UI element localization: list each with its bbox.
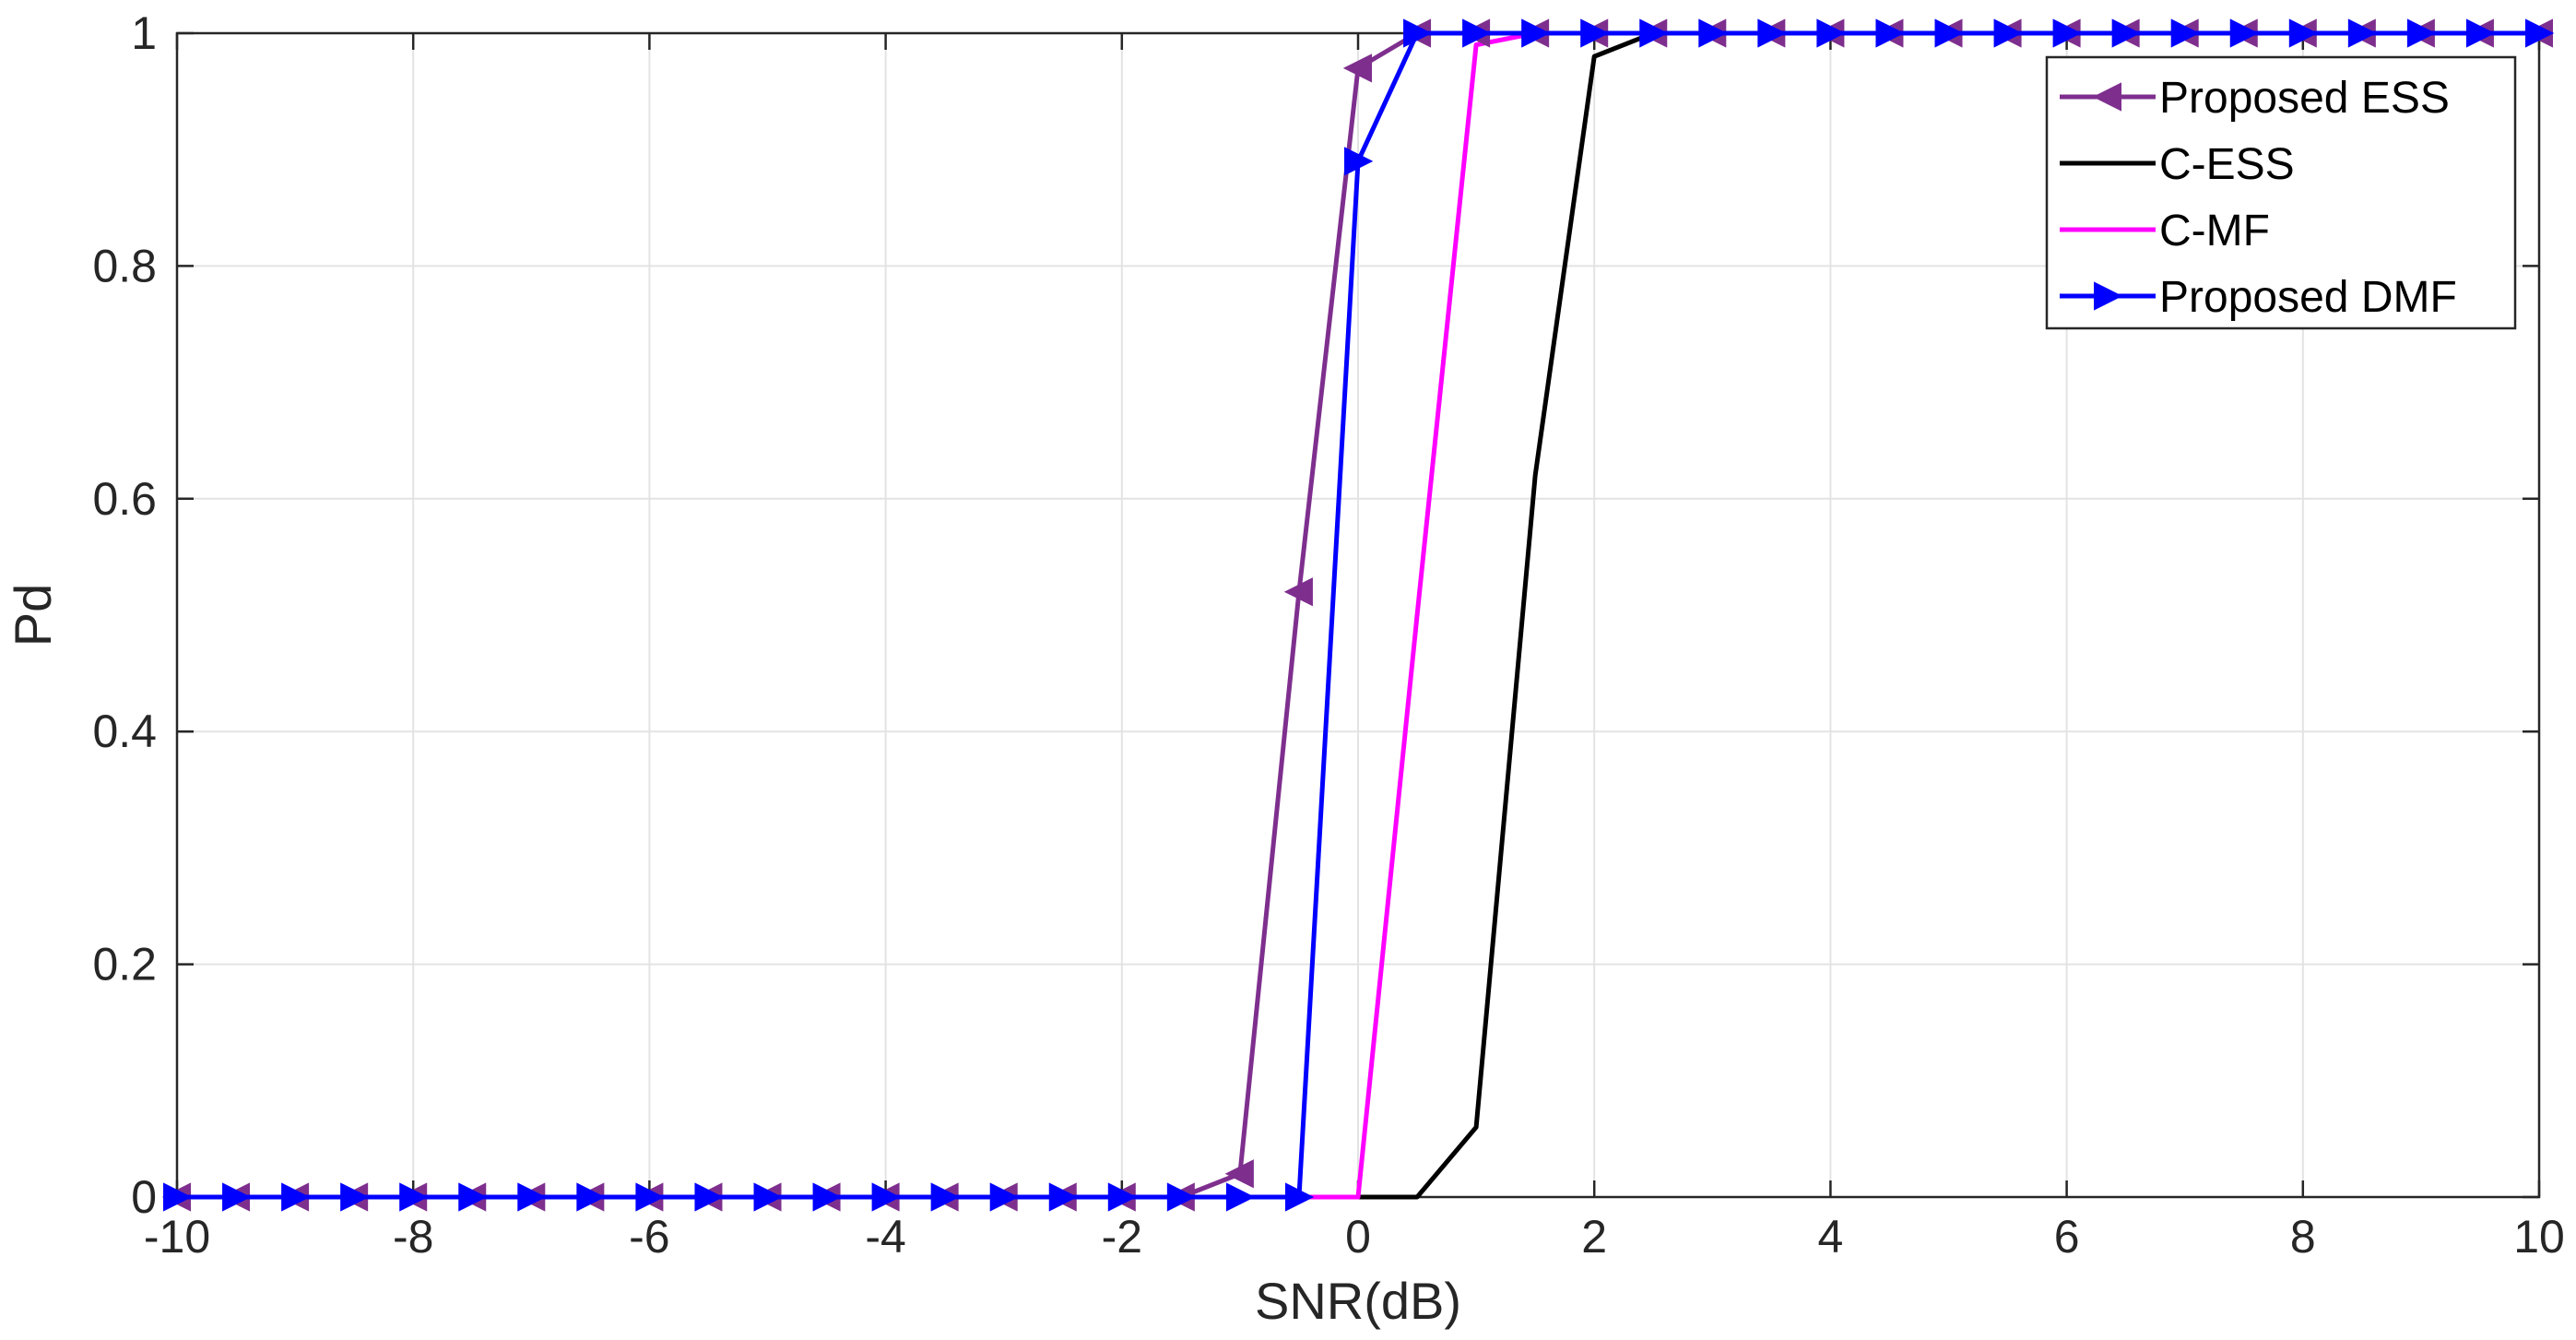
data-point bbox=[1875, 18, 1905, 48]
series-proposed-dmf bbox=[163, 18, 2555, 1212]
data-point bbox=[1344, 147, 1374, 176]
data-point bbox=[753, 1182, 783, 1212]
data-point bbox=[1934, 18, 1964, 48]
x-tick-label: 2 bbox=[1581, 1211, 1607, 1263]
data-point bbox=[1639, 18, 1669, 48]
x-tick-label: -2 bbox=[1102, 1211, 1142, 1263]
data-point bbox=[930, 1182, 960, 1212]
legend-label: Proposed DMF bbox=[2159, 273, 2457, 322]
data-point bbox=[635, 1182, 665, 1212]
x-tick-label: -6 bbox=[629, 1211, 669, 1263]
data-point bbox=[1224, 1159, 1254, 1189]
y-tick-label: 0.2 bbox=[92, 939, 157, 990]
data-point bbox=[2347, 18, 2378, 48]
data-point bbox=[1580, 18, 1610, 48]
data-point bbox=[1283, 577, 1313, 607]
data-point bbox=[517, 1182, 547, 1212]
x-tick-label: 10 bbox=[2513, 1211, 2565, 1263]
data-point bbox=[1757, 18, 1787, 48]
data-point bbox=[2170, 18, 2200, 48]
data-point bbox=[222, 1182, 252, 1212]
legend-label: Proposed ESS bbox=[2159, 74, 2450, 123]
data-point bbox=[399, 1182, 429, 1212]
data-point bbox=[1342, 53, 1372, 83]
legend-item: C-ESS bbox=[2060, 140, 2295, 189]
data-point bbox=[1284, 1182, 1315, 1212]
series-layer bbox=[161, 18, 2555, 1212]
data-point bbox=[1521, 18, 1551, 48]
y-tick-label: 0.6 bbox=[92, 473, 157, 525]
data-point bbox=[989, 1182, 1019, 1212]
legend-label: C-MF bbox=[2159, 207, 2270, 255]
data-point bbox=[576, 1182, 606, 1212]
data-point bbox=[2288, 18, 2319, 48]
data-point bbox=[1166, 1182, 1197, 1212]
data-point bbox=[2229, 18, 2259, 48]
data-point bbox=[1698, 18, 1728, 48]
data-point bbox=[694, 1182, 724, 1212]
data-point bbox=[871, 1182, 901, 1212]
data-point bbox=[1403, 18, 1433, 48]
x-tick-label: -10 bbox=[144, 1211, 210, 1263]
x-tick-label: -4 bbox=[865, 1211, 905, 1263]
y-tick-labels: 0 0.2 0.4 0.6 0.8 1 bbox=[92, 7, 157, 1223]
legend-item: C-MF bbox=[2060, 207, 2270, 255]
legend: Proposed ESS C-ESS C-MF Proposed DMF bbox=[2045, 55, 2517, 330]
y-axis-label: Pd bbox=[4, 584, 62, 647]
data-point bbox=[1107, 1182, 1138, 1212]
legend-label: C-ESS bbox=[2159, 140, 2295, 189]
x-tick-label: 4 bbox=[1817, 1211, 1843, 1263]
data-point bbox=[1993, 18, 2023, 48]
y-tick-label: 0.8 bbox=[92, 240, 157, 291]
x-tick-labels: -10 -8 -6 -4 -2 0 2 4 6 8 10 bbox=[144, 1211, 2565, 1263]
x-tick-label: 8 bbox=[2290, 1211, 2316, 1263]
legend-item: Proposed DMF bbox=[2060, 273, 2457, 322]
data-point bbox=[458, 1182, 488, 1212]
data-point bbox=[2525, 18, 2555, 48]
data-point bbox=[1816, 18, 1846, 48]
y-tick-label: 0.4 bbox=[92, 706, 157, 757]
axis-ticks bbox=[175, 31, 2541, 1199]
data-point bbox=[1225, 1182, 1256, 1212]
data-point bbox=[2052, 18, 2082, 48]
legend-box bbox=[2045, 55, 2517, 330]
legend-marker bbox=[2092, 82, 2121, 112]
x-tick-label: 0 bbox=[1345, 1211, 1371, 1263]
data-point bbox=[812, 1182, 842, 1212]
data-point bbox=[340, 1182, 370, 1212]
x-axis-label: SNR(dB) bbox=[1255, 1272, 1461, 1330]
y-tick-label: 1 bbox=[131, 7, 157, 59]
data-point bbox=[2406, 18, 2437, 48]
data-point bbox=[2465, 18, 2496, 48]
y-tick-label: 0 bbox=[131, 1171, 157, 1223]
x-tick-label: -8 bbox=[393, 1211, 433, 1263]
data-point bbox=[2111, 18, 2141, 48]
legend-item: Proposed ESS bbox=[2060, 74, 2450, 123]
data-point bbox=[163, 1182, 193, 1212]
data-point bbox=[1462, 18, 1492, 48]
data-point bbox=[1048, 1182, 1078, 1212]
data-point bbox=[281, 1182, 311, 1212]
legend-marker bbox=[2094, 281, 2123, 311]
x-tick-label: 6 bbox=[2054, 1211, 2080, 1263]
